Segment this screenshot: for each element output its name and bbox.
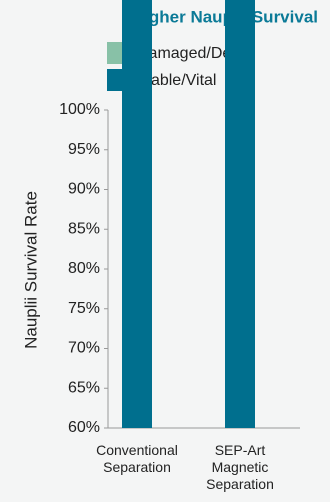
chart-title: Higher Nauplii Survival [132,7,318,26]
legend-label: Damaged/Dead [137,45,249,62]
bar-segment [225,0,255,429]
y-tick-label: 60% [68,419,100,436]
y-tick-label: 70% [68,340,100,357]
y-tick-label: 95% [68,141,100,158]
y-tick-label: 80% [68,260,100,277]
bar-segment [122,0,152,429]
y-axis-title: Nauplii Survival Rate [21,191,40,349]
y-tick-label: 85% [68,220,100,237]
y-tick-label: 100% [59,101,100,118]
y-tick-label: 75% [68,300,100,317]
legend-label: Viable/Vital [137,72,216,89]
x-tick-label: SEP-Art Magnetic Separation [206,442,274,492]
x-tick-label: Conventional Separation [96,442,178,475]
y-tick-label: 90% [68,181,100,198]
y-tick-label: 65% [68,379,100,396]
